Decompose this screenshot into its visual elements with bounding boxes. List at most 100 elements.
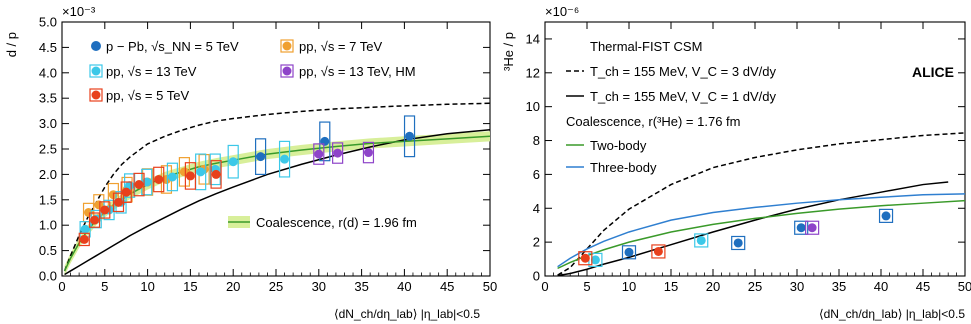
left-syst-box (278, 140, 291, 178)
left-data-point (333, 148, 343, 158)
left-y-axis-title: d / p (4, 32, 19, 57)
left-syst-box (313, 143, 325, 165)
left-syst-box (120, 181, 132, 203)
right-syst-box (694, 233, 709, 248)
left-syst-box (78, 232, 90, 247)
left-syst-box (166, 162, 179, 192)
left-data-point (167, 172, 177, 182)
right-curve-3 (557, 193, 966, 268)
left-y-tick-label: 5.0 (39, 15, 57, 30)
right-y-tick-label: 14 (526, 31, 540, 46)
right-x-tick-label: 5 (583, 279, 590, 294)
left-y-tick-label: 3.0 (39, 116, 57, 131)
legend-label-pp5: pp, √s = 5 TeV (106, 88, 189, 103)
left-syst-box (254, 138, 267, 175)
left-x-tick-label: 35 (354, 279, 368, 294)
left-data-point (100, 205, 110, 215)
legend-marker-pp7 (282, 41, 292, 51)
right-syst-box (651, 244, 666, 259)
legend-threebody-label: Three-body (590, 160, 657, 175)
legend-coalescence-label: Coalescence, r(d) = 1.96 fm (256, 215, 417, 230)
right-y-tick-label: 8 (533, 133, 540, 148)
right-curve-1 (557, 181, 949, 277)
left-data-point (211, 169, 221, 179)
left-data-point (196, 167, 206, 177)
left-y-multiplier: ×10⁻³ (62, 4, 96, 19)
left-x-tick-label: 30 (312, 279, 326, 294)
right-y-tick-label: 2 (533, 235, 540, 250)
left-x-tick-label: 40 (397, 279, 411, 294)
left-data-point (405, 131, 415, 141)
right-y-tick-label: 12 (526, 65, 540, 80)
right-x-tick-label: 20 (706, 279, 720, 294)
right-y-multiplier: ×10⁻⁶ (545, 4, 579, 19)
left-points (78, 115, 416, 247)
left-x-tick-label: 45 (440, 279, 454, 294)
legend-thermal-vc3: T_ch = 155 MeV, V_C = 3 dV/dy (590, 64, 776, 79)
left-x-tick-label: 50 (483, 279, 497, 294)
legend-label-pp13: pp, √s = 13 TeV (106, 64, 197, 79)
legend-twobody-label: Two-body (590, 138, 647, 153)
legend-marker-pp13 (91, 66, 101, 76)
left-syst-box (153, 166, 165, 193)
legend-label-pp7: pp, √s = 7 TeV (299, 39, 382, 54)
left-curve-1 (64, 128, 491, 276)
legend-marker-pp5-box (89, 88, 103, 102)
right-syst-box (621, 245, 637, 260)
left-syst-box (403, 115, 416, 158)
left-x-axis-title: ⟨dN_ch/dη_lab⟩ |η_lab|<0.5 (334, 307, 480, 321)
right-syst-box (878, 208, 894, 223)
thermal-fist-header: Thermal-FIST CSM (590, 39, 702, 54)
right-y-tick-label: 6 (533, 167, 540, 182)
right-panel-he3p: ×10⁻⁶ ³He / p ⟨dN_ch/dη_lab⟩ |η_lab|<0.5… (501, 4, 971, 321)
left-y-tick-label: 0.5 (39, 243, 57, 258)
right-data-point (696, 235, 706, 245)
left-data-point (121, 187, 131, 197)
left-data-point (94, 200, 104, 210)
coalescence-header: Coalescence, r(³He) = 1.76 fm (566, 114, 740, 129)
left-data-point (134, 180, 144, 190)
left-data-point (314, 149, 324, 159)
left-data-point (80, 224, 90, 234)
left-syst-box (210, 160, 222, 189)
left-syst-box (362, 141, 375, 164)
left-y-tick-label: 1.5 (39, 192, 57, 207)
left-data-point (154, 174, 164, 184)
legend-marker-pphm-box (280, 64, 294, 78)
right-syst-box (578, 251, 593, 266)
right-y-axis-title: ³He / p (501, 32, 516, 71)
left-x-tick-label: 5 (101, 279, 108, 294)
left-data-point (125, 181, 135, 191)
right-data-point (807, 223, 817, 233)
right-x-tick-label: 10 (622, 279, 636, 294)
right-curve-0 (557, 132, 966, 276)
left-data-point (185, 171, 195, 181)
right-syst-box (805, 220, 820, 235)
left-x-tick-label: 0 (58, 279, 65, 294)
legend-marker-ppb (91, 41, 101, 51)
left-legend: p − Pb, √s_NN = 5 TeV pp, √s = 7 TeV pp,… (89, 39, 417, 230)
right-data-point (881, 211, 891, 221)
legend-marker-pp7-box (280, 39, 294, 53)
left-data-point (320, 136, 330, 146)
left-x-tick-label: 25 (269, 279, 283, 294)
left-panel-dp: ×10⁻³ d / p ⟨dN_ch/dη_lab⟩ |η_lab|<0.5 0… (4, 4, 497, 321)
right-y-tick-label: 10 (526, 99, 540, 114)
right-data-point (733, 238, 743, 248)
left-x-tick-label: 20 (226, 279, 240, 294)
right-x-tick-label: 0 (541, 279, 548, 294)
left-y-tick-label: 4.0 (39, 65, 57, 80)
left-y-tick-label: 2.5 (39, 142, 57, 157)
left-ticks: 0 5 10 15 20 25 30 35 40 45 50 0.0 0.5 1.0 1.5 2.0 2.5 3.… (39, 15, 497, 295)
right-points (578, 208, 894, 268)
right-x-tick-label: 50 (958, 279, 971, 294)
legend-marker-pphm (282, 66, 292, 76)
left-y-tick-label: 3.5 (39, 91, 57, 106)
legend-marker-pp5 (91, 90, 101, 100)
left-syst-box (227, 144, 239, 179)
right-x-tick-label: 40 (874, 279, 888, 294)
left-y-tick-label: 1.0 (39, 218, 57, 233)
right-x-axis-title: ⟨dN_ch/dη_lab⟩ |η_lab|<0.5 (819, 307, 965, 321)
left-y-tick-label: 0.0 (39, 269, 57, 284)
